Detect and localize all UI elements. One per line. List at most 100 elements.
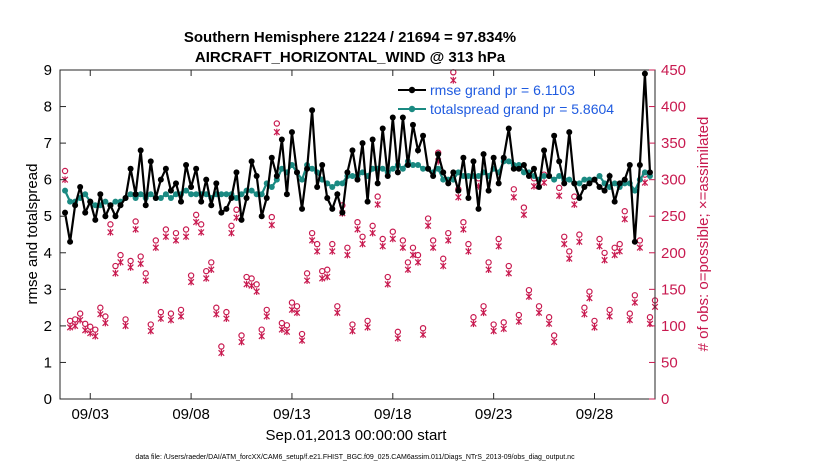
- rmse-point: [425, 165, 432, 172]
- obs-assimilated-marker: [243, 280, 250, 288]
- obs-possible-marker: [485, 259, 492, 266]
- obs-assimilated-marker: [394, 334, 402, 342]
- rmse-point: [87, 198, 94, 205]
- obs-assimilated-marker: [157, 315, 165, 322]
- y-tick-label: 6: [44, 172, 52, 189]
- totalspread-point: [420, 165, 427, 172]
- obs-possible-marker: [409, 244, 417, 251]
- rmse-point: [384, 173, 391, 180]
- obs-assimilated-marker: [324, 273, 331, 281]
- obs-assimilated-marker: [445, 236, 452, 244]
- obs-possible-marker: [192, 211, 200, 219]
- y-right-tick-label: 100: [661, 318, 686, 335]
- rmse-point: [475, 205, 482, 212]
- obs-possible-marker: [92, 326, 99, 333]
- totalspread-point: [162, 191, 169, 198]
- rmse-point: [162, 165, 169, 172]
- obs-possible-marker: [606, 306, 613, 314]
- rmse-point: [591, 176, 598, 183]
- rmse-point: [616, 180, 623, 187]
- obs-possible-marker: [576, 231, 583, 238]
- totalspread-point: [505, 158, 512, 165]
- legend-spread-marker: [408, 105, 416, 113]
- rmse-point: [349, 147, 356, 154]
- obs-assimilated-marker: [369, 229, 376, 237]
- rmse-point: [278, 136, 285, 143]
- rmse-point: [117, 202, 124, 209]
- obs-assimilated-marker: [132, 225, 139, 233]
- rmse-point: [495, 180, 502, 187]
- obs-assimilated-marker: [576, 238, 583, 246]
- totalspread-point: [62, 187, 69, 194]
- rmse-point: [147, 158, 154, 165]
- rmse-point: [268, 154, 275, 161]
- obs-possible-marker: [223, 308, 230, 316]
- obs-possible-marker: [258, 326, 265, 333]
- obs-assimilated-marker: [555, 192, 563, 200]
- y-right-tick-label: 50: [661, 354, 678, 371]
- totalspread-point: [435, 165, 442, 172]
- totalspread-point: [147, 191, 154, 198]
- rmse-point: [626, 162, 633, 169]
- obs-assimilated-marker: [530, 182, 538, 190]
- totalspread-point: [389, 165, 396, 172]
- rmse-point: [122, 194, 129, 201]
- obs-assimilated-marker: [626, 316, 634, 324]
- obs-assimilated-marker: [172, 236, 180, 244]
- obs-assimilated-marker: [611, 251, 618, 259]
- obs-assimilated-marker: [399, 244, 407, 252]
- x-tick-label: 09/08: [172, 406, 210, 423]
- obs-possible-marker: [490, 321, 497, 328]
- obs-possible-marker: [334, 303, 341, 310]
- obs-assimilated-marker: [97, 310, 104, 318]
- rmse-point: [223, 205, 230, 212]
- totalspread-point: [399, 165, 406, 172]
- obs-possible-marker: [167, 310, 175, 317]
- obs-assimilated-marker: [419, 331, 427, 339]
- totalspread-point: [566, 176, 573, 183]
- rmse-point: [606, 173, 613, 180]
- obs-possible-marker: [76, 310, 84, 317]
- obs-possible-marker: [545, 314, 553, 321]
- y-right-tick-label: 0: [661, 391, 669, 408]
- obs-possible-marker: [566, 248, 573, 255]
- obs-assimilated-marker: [470, 320, 477, 328]
- obs-assimilated-marker: [545, 320, 553, 328]
- obs-assimilated-marker: [278, 326, 286, 333]
- obs-possible-marker: [535, 303, 543, 310]
- obs-assimilated-marker: [566, 255, 573, 263]
- series-lines: [62, 70, 653, 245]
- obs-possible-marker: [324, 266, 331, 273]
- rmse-point: [460, 154, 467, 161]
- obs-assimilated-marker: [107, 228, 114, 236]
- rmse-point: [183, 162, 190, 169]
- totalspread-point: [112, 198, 119, 205]
- rmse-point: [490, 154, 497, 161]
- obs-assimilated-marker: [364, 323, 371, 331]
- obs-possible-marker: [253, 281, 260, 288]
- totalspread-point: [475, 173, 482, 180]
- totalspread-point: [309, 165, 316, 172]
- obs-possible-marker: [233, 206, 240, 213]
- y-right-tick-label: 450: [661, 62, 686, 79]
- totalspread-point: [329, 183, 336, 190]
- rmse-point: [530, 165, 537, 172]
- obs-assimilated-marker: [495, 242, 502, 250]
- obs-possible-marker: [445, 229, 452, 237]
- obs-assimilated-marker: [318, 274, 326, 282]
- obs-possible-marker: [389, 228, 396, 235]
- obs-assimilated-marker: [66, 323, 74, 331]
- obs-possible-marker: [273, 120, 281, 127]
- y-right-tick-label: 200: [661, 245, 686, 262]
- x-tick-label: 09/28: [576, 406, 614, 423]
- obs-possible-marker: [515, 311, 523, 319]
- totalspread-point: [127, 191, 134, 198]
- obs-possible-marker: [82, 320, 89, 328]
- obs-possible-marker: [555, 184, 563, 192]
- rmse-point: [354, 176, 361, 183]
- obs-possible-marker: [157, 308, 165, 316]
- obs-possible-marker: [379, 235, 386, 243]
- rmse-point: [203, 176, 210, 183]
- rmse-point: [420, 132, 427, 139]
- obs-assimilated-marker: [450, 76, 457, 84]
